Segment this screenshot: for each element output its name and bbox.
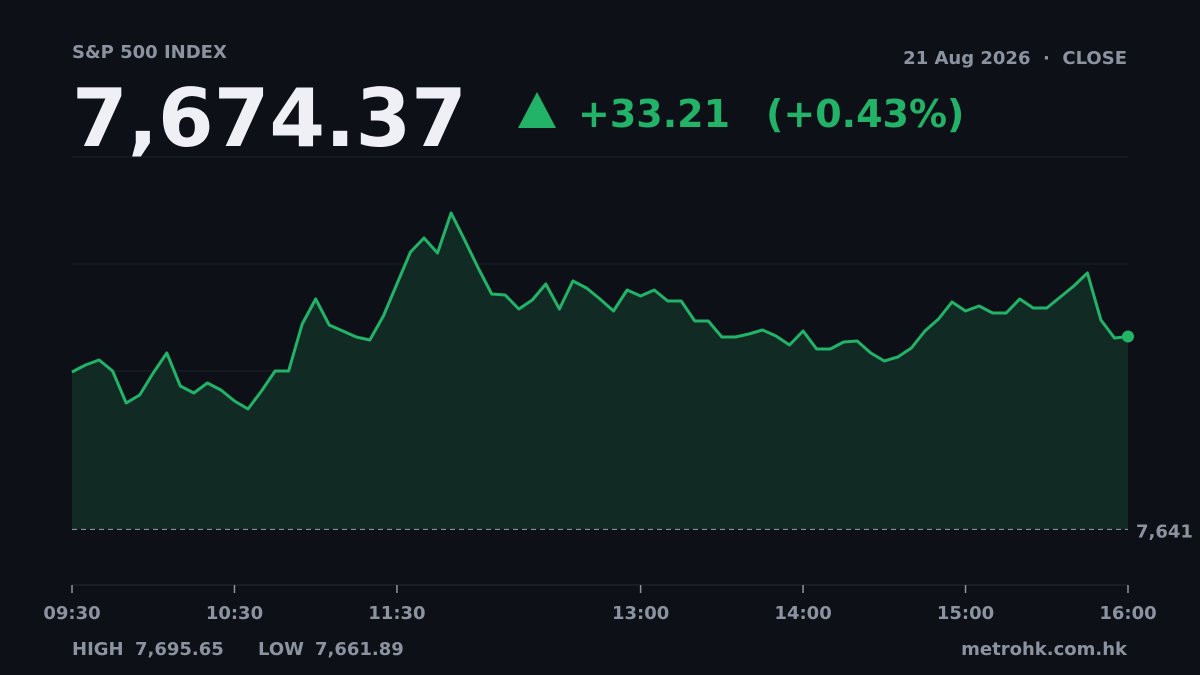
low-label: LOW (258, 639, 304, 660)
x-tick-label: 09:30 (43, 603, 100, 624)
high-value: 7,695.65 (135, 639, 224, 660)
last-price: 7,674.37 (72, 72, 467, 165)
last-point (1122, 330, 1134, 343)
plot: 09:30 10:30 11:30 13:00 14:00 15:00 16:00 7,641 (43, 156, 1193, 624)
x-tick-label: 15:00 (937, 603, 994, 624)
x-tick-label: 13:00 (612, 603, 669, 624)
area-fill (72, 213, 1128, 530)
x-tick-label: 10:30 (206, 603, 263, 624)
up-arrow (518, 92, 556, 128)
x-tick-label: 16:00 (1099, 603, 1156, 624)
date-status: 21 Aug 2026 · CLOSE (903, 48, 1127, 69)
low-value: 7,661.89 (315, 639, 404, 660)
high-label: HIGH (72, 639, 124, 660)
x-tick-label: 11:30 (368, 603, 425, 624)
reference-label: 7,641 (1136, 521, 1193, 542)
change: +33.21 (578, 92, 730, 136)
chart-title: S&P 500 INDEX (72, 42, 227, 63)
x-tick-label: 14:00 (774, 603, 831, 624)
source: metrohk.com.hk (961, 639, 1128, 660)
change-percent: (+0.43%) (766, 92, 964, 136)
price-line (71, 211, 1129, 411)
